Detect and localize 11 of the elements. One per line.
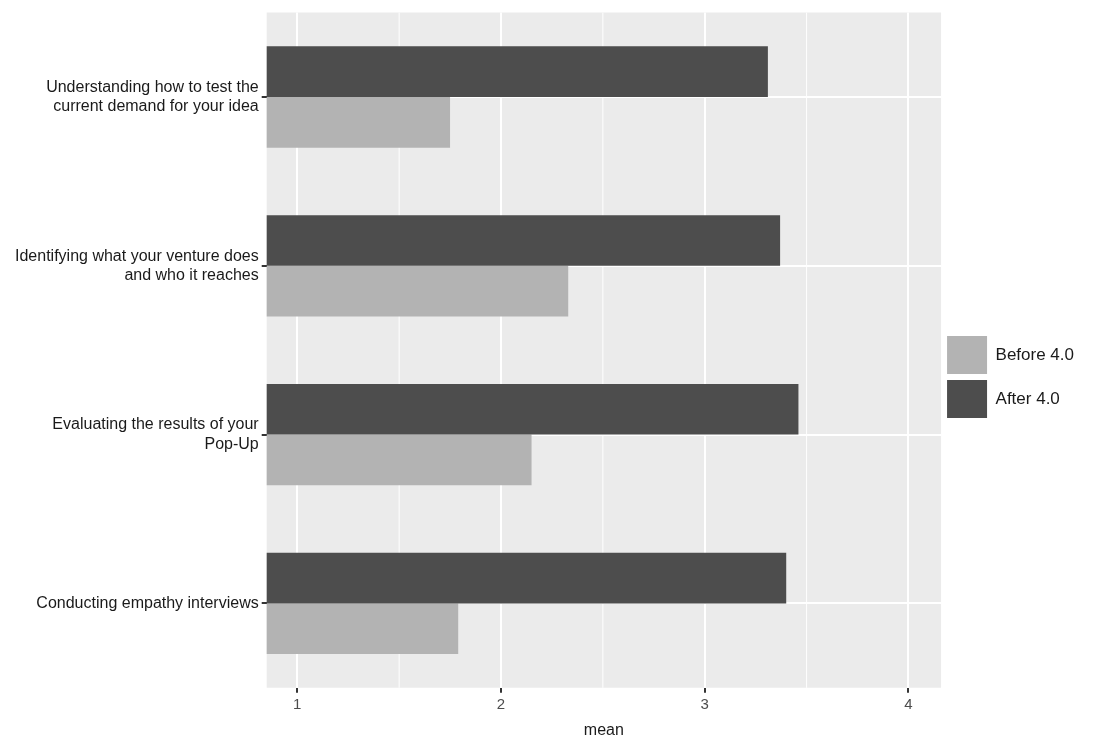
y-tick-label: Identifying what your venture does and who it reaches <box>15 246 259 283</box>
x-tick-label: 2 <box>496 694 506 712</box>
x-tick-label: 1 <box>293 694 302 712</box>
y-tick-label: Understanding how to test the current demand for your idea <box>46 77 259 115</box>
x-tick-label: 3 <box>700 694 709 712</box>
y-tick-label: Evaluating the results of your Pop-Up <box>52 415 260 452</box>
legend-label: After 4.0 <box>995 388 1060 408</box>
legend-label: Before 4.0 <box>995 344 1075 364</box>
x-axis-title: mean <box>583 720 624 738</box>
y-tick-label: Conducting empathy interviews <box>36 593 259 611</box>
x-tick-label: 4 <box>904 694 913 712</box>
